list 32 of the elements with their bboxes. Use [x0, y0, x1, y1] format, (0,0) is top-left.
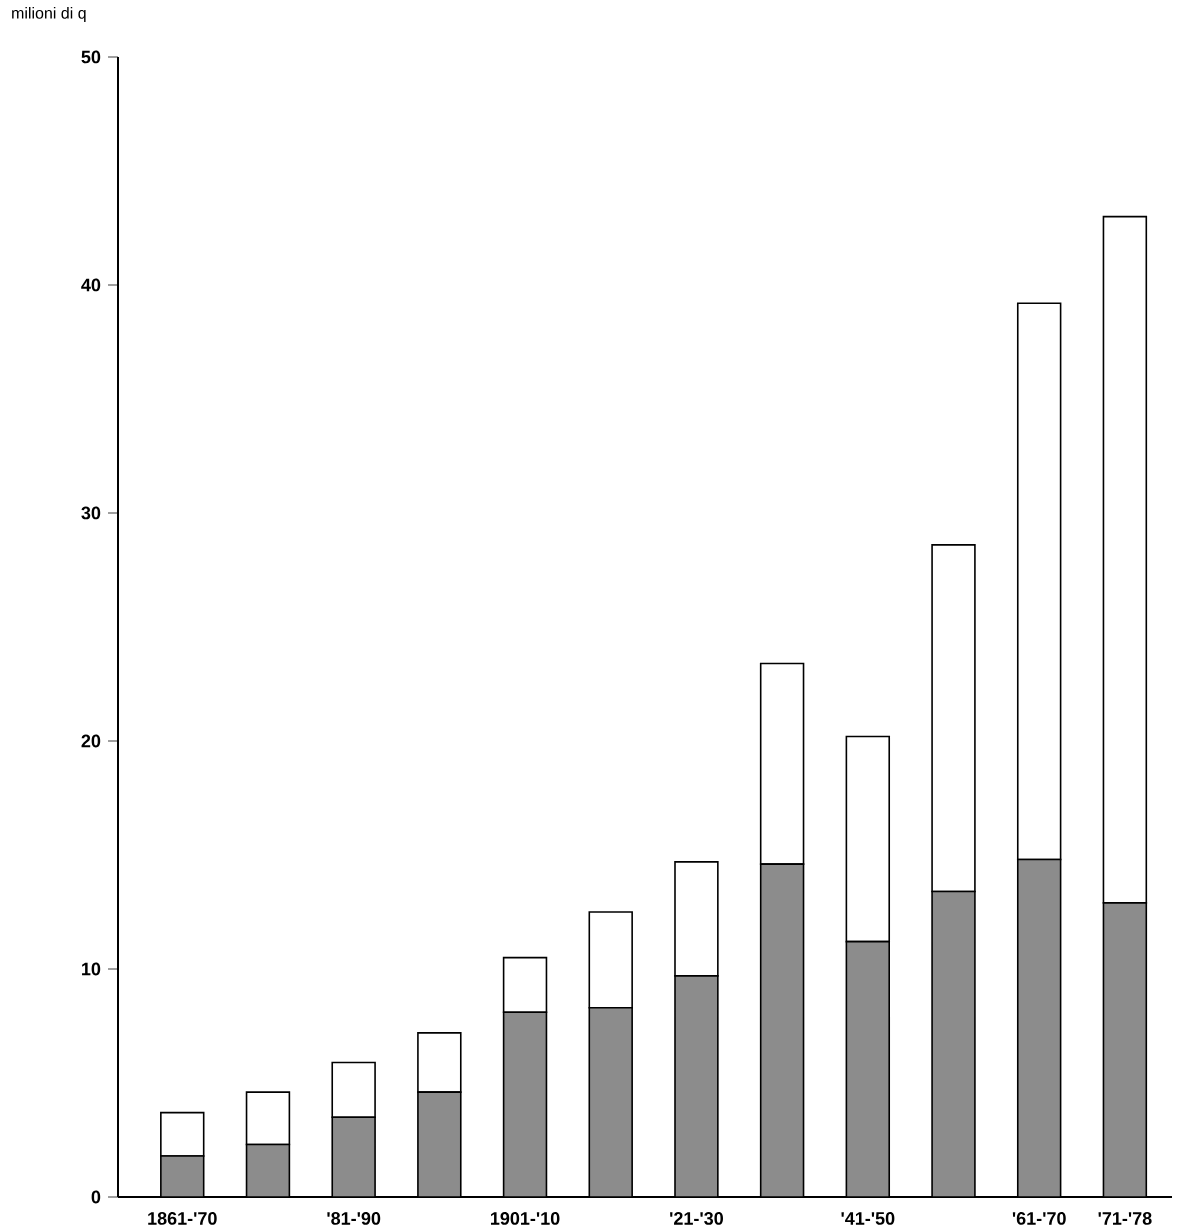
- bar: [674, 861, 719, 977]
- y-tick-label: 40: [81, 278, 101, 292]
- bar: [245, 1091, 291, 1146]
- bar: [417, 1032, 462, 1093]
- bar: [931, 890, 976, 1197]
- y-tick-label: 50: [81, 50, 101, 64]
- bar: [759, 863, 805, 1197]
- x-tick-label: '41-'50: [841, 1212, 895, 1225]
- bar: [1016, 858, 1062, 1197]
- bar: [1102, 902, 1148, 1197]
- bar: [588, 911, 633, 1009]
- bar: [588, 1006, 633, 1197]
- x-tick-label: '71-'78: [1098, 1212, 1152, 1225]
- y-tick-label: 20: [81, 734, 101, 748]
- bar: [160, 1155, 205, 1197]
- x-tick-label: '81-'90: [327, 1212, 381, 1225]
- y-axis-title: milioni di q: [12, 6, 86, 22]
- bar: [845, 940, 891, 1197]
- x-tick-label: 1861-'70: [148, 1212, 217, 1225]
- bar: [417, 1091, 462, 1197]
- x-tick-label: '61-'70: [1012, 1212, 1066, 1225]
- bar: [502, 956, 548, 1014]
- x-tick-label: 1901-'10: [491, 1212, 560, 1225]
- y-tick-label: 10: [82, 962, 101, 976]
- bar: [245, 1143, 291, 1197]
- y-tick-label: 0: [91, 1190, 101, 1204]
- bar: [331, 1116, 376, 1197]
- x-tick-label: '21-'30: [670, 1212, 723, 1225]
- y-tick-label: 30: [81, 506, 101, 520]
- bar: [502, 1011, 548, 1197]
- bar: [674, 975, 719, 1197]
- bar: [331, 1061, 376, 1118]
